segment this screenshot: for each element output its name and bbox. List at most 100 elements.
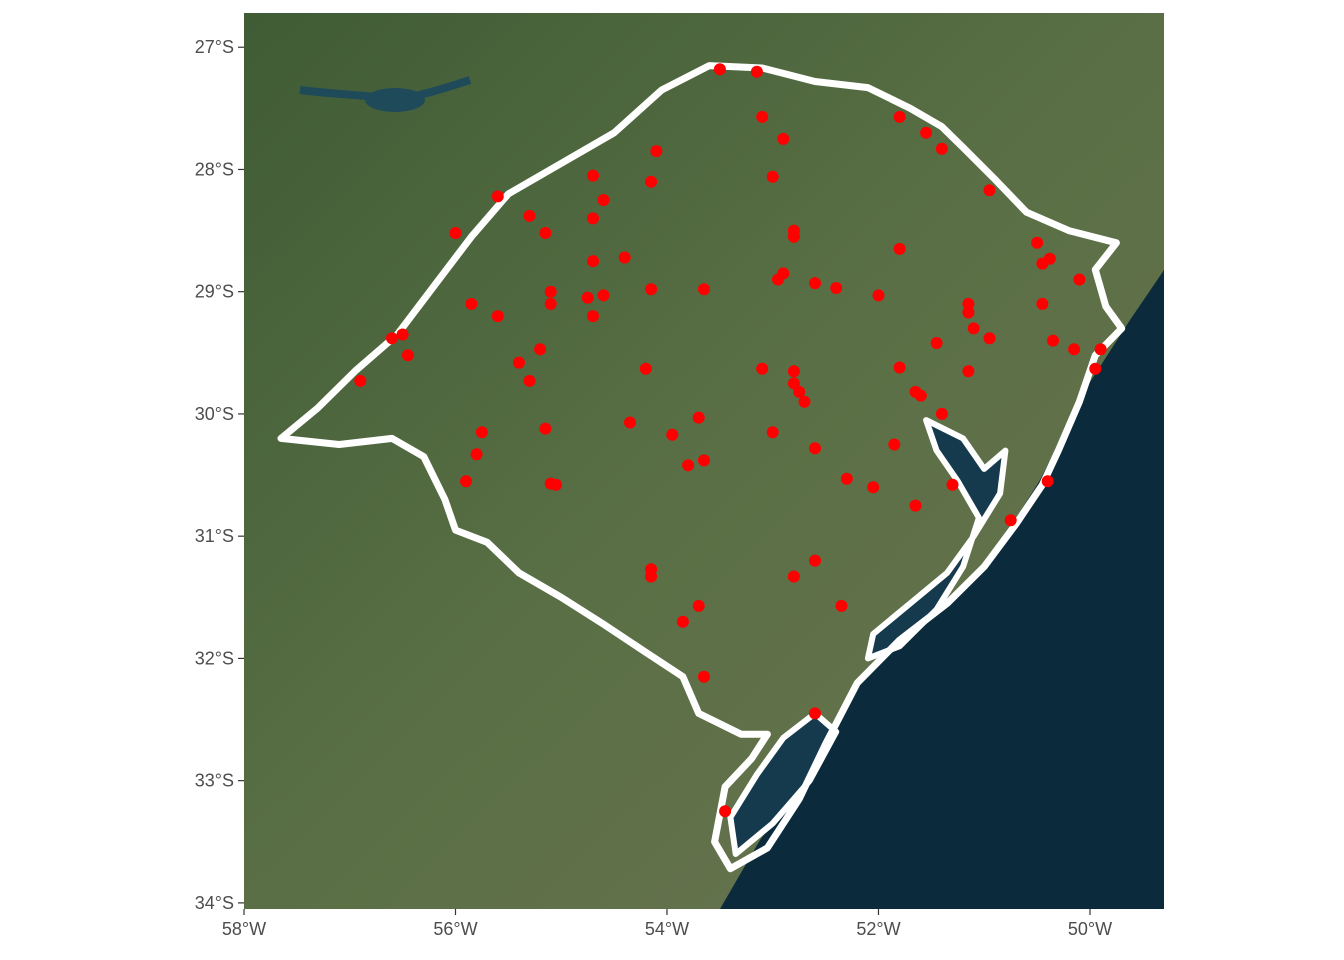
station-point	[645, 570, 658, 583]
station-point	[809, 442, 821, 455]
station-point	[888, 438, 901, 451]
station-point	[719, 805, 732, 818]
station-point	[962, 306, 975, 319]
station-point	[692, 599, 705, 612]
x-tick-label: 54°W	[645, 919, 689, 939]
station-point	[544, 297, 557, 310]
station-point	[809, 554, 821, 567]
station-point	[587, 169, 599, 182]
station-point	[914, 389, 927, 402]
station-point	[1073, 273, 1086, 286]
station-point	[787, 570, 800, 583]
station-point	[682, 459, 695, 472]
station-point	[766, 170, 779, 183]
station-point	[930, 337, 943, 349]
station-point	[809, 277, 821, 290]
y-tick-label: 30°S	[195, 404, 234, 424]
station-point	[550, 478, 562, 491]
y-axis: 27°S 28°S 29°S 30°S 31°S 32°S 33°S 34°S	[195, 37, 244, 913]
y-tick-label: 31°S	[195, 526, 234, 546]
station-point	[491, 190, 504, 203]
station-point	[512, 356, 525, 369]
station-point	[777, 267, 790, 280]
station-point	[386, 332, 398, 345]
station-point	[534, 343, 547, 356]
x-tick-label: 52°W	[856, 919, 900, 939]
station-point	[983, 184, 996, 197]
station-point	[1089, 362, 1102, 375]
station-point	[967, 322, 980, 335]
station-point	[1068, 343, 1081, 356]
station-point	[1043, 252, 1056, 265]
station-point	[983, 332, 996, 345]
station-point	[698, 670, 710, 683]
station-point	[692, 411, 705, 424]
station-point	[475, 426, 488, 439]
station-point	[1031, 236, 1044, 249]
station-point	[587, 212, 599, 225]
lagoa-dos-patos	[864, 417, 1009, 662]
station-point	[597, 289, 610, 302]
station-point	[835, 599, 848, 612]
station-point	[645, 283, 658, 296]
station-point	[539, 422, 552, 435]
station-point	[523, 374, 536, 387]
station-point	[893, 110, 906, 123]
station-point	[624, 416, 636, 429]
station-point	[920, 126, 933, 139]
station-point	[1004, 514, 1017, 527]
station-point	[396, 328, 409, 341]
station-point	[840, 472, 853, 485]
station-point	[401, 349, 414, 362]
station-point	[698, 454, 710, 467]
station-point	[872, 289, 885, 302]
station-point	[909, 499, 922, 512]
station-point	[713, 63, 726, 76]
station-point	[587, 310, 599, 323]
station-point	[523, 209, 536, 222]
reservoir	[365, 88, 425, 112]
station-point	[766, 426, 779, 439]
station-point	[470, 448, 483, 461]
y-tick-label: 28°S	[195, 159, 234, 179]
station-point	[777, 132, 790, 145]
station-point	[650, 145, 663, 158]
y-tick-label: 29°S	[195, 282, 234, 302]
station-point	[756, 362, 769, 375]
station-point	[449, 227, 462, 239]
station-point	[962, 365, 975, 378]
y-tick-label: 33°S	[195, 771, 234, 791]
station-point	[698, 283, 710, 296]
station-point	[491, 310, 504, 323]
station-point	[465, 297, 478, 310]
stations-layer	[354, 63, 1107, 818]
station-point	[1041, 475, 1054, 488]
station-point	[597, 194, 610, 206]
station-point	[1094, 343, 1107, 356]
station-point	[750, 65, 763, 78]
x-tick-label: 58°W	[222, 919, 266, 939]
station-point	[1047, 334, 1059, 347]
x-axis: 58°W 56°W 54°W 52°W 50°W	[222, 909, 1112, 939]
station-point	[756, 110, 769, 123]
station-point	[893, 361, 906, 374]
station-point	[798, 395, 811, 408]
station-point	[676, 615, 689, 628]
station-point	[787, 365, 800, 378]
atlantic-ocean	[720, 270, 1164, 909]
station-point	[618, 251, 631, 264]
y-tick-label: 32°S	[195, 648, 234, 668]
station-point	[666, 428, 679, 441]
station-point	[935, 407, 948, 420]
state-outline-layer	[277, 62, 1126, 873]
station-point	[946, 478, 959, 491]
station-point	[867, 481, 880, 494]
station-point	[645, 175, 658, 188]
y-tick-label: 27°S	[195, 37, 234, 57]
map-panel	[244, 13, 1164, 909]
station-point	[830, 282, 843, 294]
station-point	[793, 385, 806, 398]
y-tick-label: 34°S	[195, 893, 234, 913]
station-point	[1036, 297, 1049, 310]
